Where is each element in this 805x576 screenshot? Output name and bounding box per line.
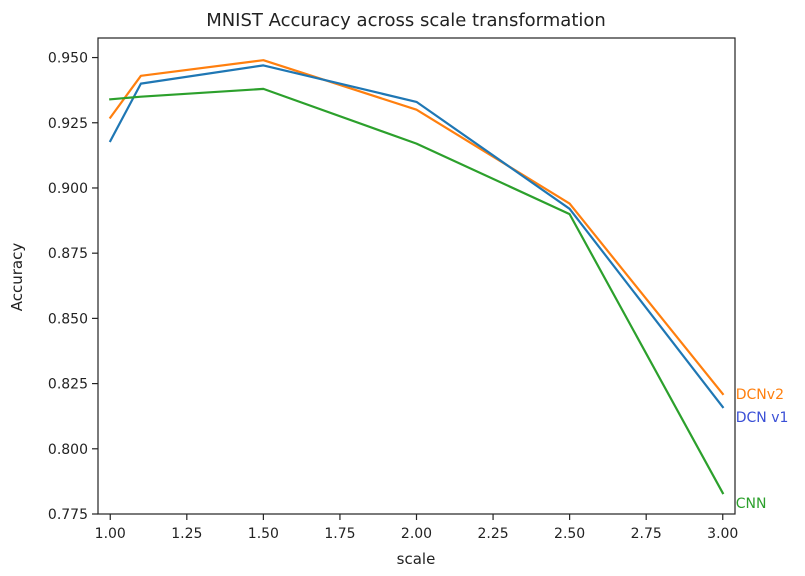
y-axis-label: Accuracy — [8, 243, 26, 312]
x-tick-label: 2.50 — [554, 526, 585, 542]
chart-title: MNIST Accuracy across scale transformati… — [206, 10, 606, 31]
x-tick-label: 1.00 — [95, 526, 126, 542]
x-tick-label: 1.75 — [324, 526, 355, 542]
x-axis-label: scale — [397, 550, 436, 568]
y-tick-label: 0.950 — [48, 51, 88, 67]
y-tick-label: 0.825 — [48, 377, 88, 393]
x-tick-label: 1.25 — [171, 526, 202, 542]
series-layer: DCNv2 DCN v1 CNN — [108, 59, 789, 512]
series-label-dcnv2: DCNv2 — [736, 387, 784, 403]
series-line-dcnv2 — [108, 59, 725, 396]
y-tick-label: 0.875 — [48, 246, 88, 262]
x-tick-label: 3.00 — [707, 526, 738, 542]
series-label-dcn-v1: DCN v1 — [736, 410, 789, 426]
x-tick-label: 1.50 — [248, 526, 279, 542]
y-tick-label: 0.775 — [48, 507, 88, 523]
axes-layer: 1.00 1.25 1.50 1.75 2.00 2.25 2.50 2.75 3.00 0.77… — [48, 37, 738, 542]
y-tick-label: 0.900 — [48, 181, 88, 197]
y-tick-label: 0.850 — [48, 311, 88, 327]
series-line-dcn-v1 — [108, 64, 725, 409]
y-tick-label: 0.800 — [48, 442, 88, 458]
x-tick-label: 2.25 — [477, 526, 508, 542]
x-tick-label: 2.00 — [401, 526, 432, 542]
x-tick-label: 2.75 — [631, 526, 662, 542]
series-line-cnn — [109, 87, 725, 495]
series-label-cnn: CNN — [736, 496, 767, 512]
y-tick-label: 0.925 — [48, 116, 88, 132]
